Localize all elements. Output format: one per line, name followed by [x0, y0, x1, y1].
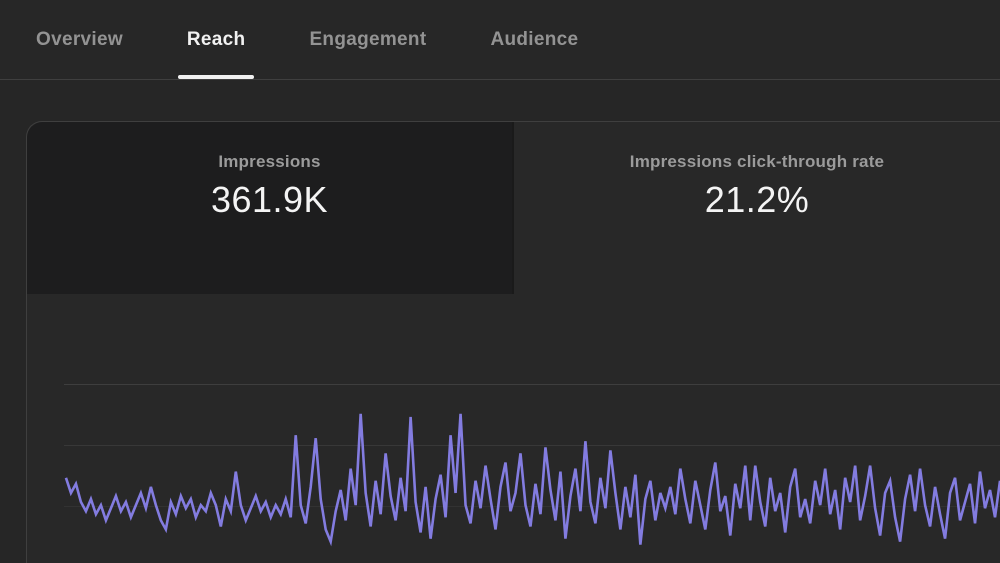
active-tab-underline — [177, 75, 255, 79]
impressions-chart[interactable] — [27, 122, 1000, 563]
analytics-tabbar: Overview Reach Engagement Audience — [0, 0, 1000, 80]
tab-overview-label: Overview — [36, 28, 123, 50]
tab-engagement[interactable]: Engagement — [309, 0, 426, 79]
chart-gridline-middle — [64, 445, 1000, 446]
impressions-line-chart-svg — [64, 413, 1000, 547]
reach-metrics-panel: Impressions 361.9K Impressions click-thr… — [26, 121, 1000, 563]
tab-overview[interactable]: Overview — [36, 0, 123, 79]
impressions-value: 361.9K — [210, 179, 329, 220]
tab-engagement-label: Engagement — [309, 28, 427, 50]
impressions-line-series — [64, 413, 1000, 547]
impressions-label: Impressions — [218, 152, 321, 171]
tab-reach-label: Reach — [186, 28, 246, 50]
tab-reach[interactable]: Reach — [177, 0, 255, 79]
click-through-rate-value: 21.2% — [704, 179, 810, 220]
metric-card-impressions[interactable]: Impressions 361.9K — [27, 122, 512, 294]
tab-audience-label: Audience — [490, 28, 579, 50]
tab-audience[interactable]: Audience — [490, 0, 578, 79]
metric-card-click-through-rate[interactable]: Impressions click-through rate 21.2% — [512, 122, 1000, 294]
click-through-rate-label: Impressions click-through rate — [629, 152, 885, 171]
metric-cards-row: Impressions 361.9K Impressions click-thr… — [27, 122, 1000, 294]
chart-gridline-top — [64, 384, 1000, 385]
